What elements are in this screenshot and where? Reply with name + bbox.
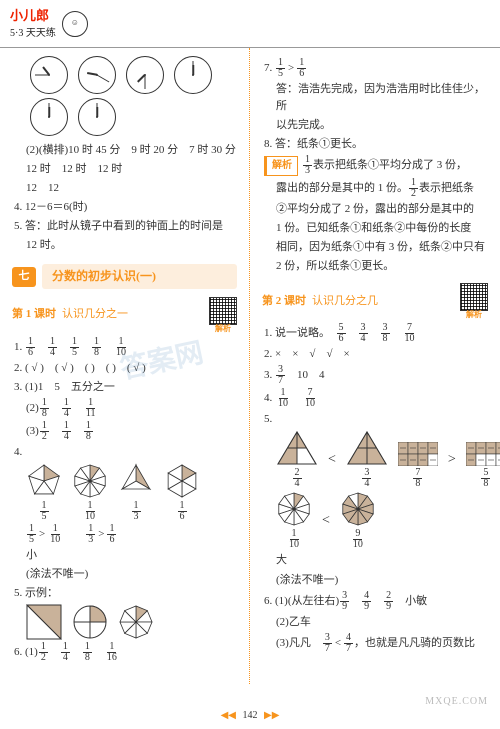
parse-l6: 2 份，所以纸条①更长。 (262, 258, 488, 275)
lesson1-num: 第 1 课时 (12, 306, 56, 323)
right-column: 7. 15>16 答：浩浩先完成，因为浩浩用时比佳佳少，所 以先完成。 8. 答… (250, 48, 500, 684)
brand-line1: 小儿郎 (10, 6, 56, 26)
parse-l2: 露出的部分是其中的 1 份。12表示把纸条 (262, 178, 488, 199)
clock-icon (126, 56, 164, 94)
l1-q3a: 3. (1)1 5 五分之一 (12, 379, 237, 396)
shape-item: 24 (276, 430, 318, 489)
page-header: 小儿郎 5·3 天天练 ☺ (0, 0, 500, 48)
l2-q5: 5. (262, 411, 488, 428)
lesson1-sub: 认识几分之一 (62, 306, 128, 323)
qr-label: 解析 (466, 311, 482, 319)
q5-shapes-row2: 110<910 (262, 491, 488, 550)
q5-line2: 12 时。 (12, 237, 237, 254)
lesson2-header: 第 2 课时 认识几分之几 解析 (262, 283, 488, 319)
unit-title: 分数的初步认识(一) (42, 264, 237, 289)
l1-q4: 4. (12, 444, 237, 461)
page-number: 142 (243, 710, 258, 721)
q2-line3: 12 12 (12, 180, 237, 197)
l2-q6a: 6. (1)(从左往右)39 49 29 小敏 (262, 591, 488, 612)
l1-q3c: (3)12 14 18 (12, 421, 237, 442)
unit-number: 七 (12, 267, 36, 287)
shape-item: 110 (72, 463, 108, 522)
left-column: (2)(横排)10 时 45 分 9 时 20 分 7 时 30 分 12 时 … (0, 48, 250, 684)
q5-note: (涂法不唯一) (262, 572, 488, 589)
q4-tail: 小 (12, 547, 237, 564)
footer-arrows-l: ◀◀ (221, 710, 236, 721)
qr-icon (460, 283, 488, 311)
clock-icon (30, 98, 68, 136)
clock-icon (78, 56, 116, 94)
footer-arrows-r: ▶▶ (264, 710, 279, 721)
l2-q1: 1. 说一说略。 56 34 38 710 (262, 323, 488, 344)
clock-icon (78, 98, 116, 136)
unit-header: 七 分数的初步认识(一) (12, 264, 237, 289)
parse-l3: ②平均分成了 2 份，露出的部分是其中的 (262, 201, 488, 218)
brand-logo: 小儿郎 5·3 天天练 (10, 6, 56, 42)
parse-l4: 1 份。已知纸条①和纸条②中每份的长度 (262, 220, 488, 237)
clock-icon (30, 56, 68, 94)
shape-item: 15 (26, 463, 62, 522)
shape-item: 910 (340, 491, 376, 550)
shape-item: 58 (466, 442, 500, 489)
l1-q3b: (2)18 14 111 (12, 398, 237, 419)
q4: 4. 12－6＝6(时) (12, 199, 237, 216)
l2-q3: 3. 37 10 4 (262, 365, 488, 386)
shape-item: 34 (346, 430, 388, 489)
shape-item (118, 604, 154, 640)
brand-line2: 5·3 天天练 (10, 26, 56, 42)
r-q7: 7. 15>16 (262, 58, 488, 79)
parse-block: 解析13表示把纸条①平均分成了 3 份， (262, 155, 488, 176)
l1-q2: 2. ( √ ) ( √ ) ( ) ( ) ( √ ) (12, 360, 237, 377)
l2-q6b: (2)乙车 (262, 614, 488, 631)
r-q7-ans1: 答：浩浩先完成，因为浩浩用时比佳佳少，所 (262, 81, 488, 115)
shape-item (72, 604, 108, 640)
clock-icon (174, 56, 212, 94)
q5-tail: 大 (262, 552, 488, 569)
q5-shapes (12, 604, 237, 640)
l2-q4: 4. 110 710 (262, 388, 488, 409)
l1-q5: 5. 示例： (12, 585, 237, 602)
q5-shapes-row1: 24<3478>58 (262, 430, 488, 489)
q2-line2: 12 时 12 时 12 时 (12, 161, 237, 178)
q4-shapes: 15 110 13 16 (12, 463, 237, 522)
clock-grid (12, 56, 237, 136)
r-q8: 8. 答：纸条①更长。 (262, 136, 488, 153)
r-q7-ans2: 以先完成。 (262, 117, 488, 134)
qr-icon (209, 297, 237, 325)
shape-item: 13 (118, 463, 154, 522)
l1-q6: 6. (1)12 14 18 116 (12, 642, 237, 663)
parse-label: 解析 (264, 156, 298, 176)
q2-line1: (2)(横排)10 时 45 分 9 时 20 分 7 时 30 分 (12, 142, 237, 159)
qr-label: 解析 (215, 325, 231, 333)
l2-q6c: (3)凡凡 37<47，也就是凡凡骑的页数比 (262, 633, 488, 654)
shape-item: 78 (398, 442, 438, 489)
shape-item: 110 (276, 491, 312, 550)
shape-item (26, 604, 62, 640)
l1-q1: 1. 16 14 15 18 110 (12, 337, 237, 358)
lesson2-sub: 认识几分之几 (312, 293, 378, 310)
q5-line1: 5. 答：此时从镜子中看到的钟面上的时间是 (12, 218, 237, 235)
l2-q2: 2. × × √ √ × (262, 346, 488, 363)
q4-comparisons: 15>110 13>16 (12, 524, 237, 545)
lesson1-header: 第 1 课时 认识几分之一 解析 (12, 297, 237, 333)
parse-l5: 相同，因为纸条①中有 3 份，纸条②中只有 (262, 239, 488, 256)
page-footer: ◀◀ 142 ▶▶ (0, 708, 500, 724)
mascot-icon: ☺ (62, 11, 88, 37)
shape-item: 16 (164, 463, 200, 522)
q4-note: (涂法不唯一) (12, 566, 237, 583)
lesson2-num: 第 2 课时 (262, 293, 306, 310)
